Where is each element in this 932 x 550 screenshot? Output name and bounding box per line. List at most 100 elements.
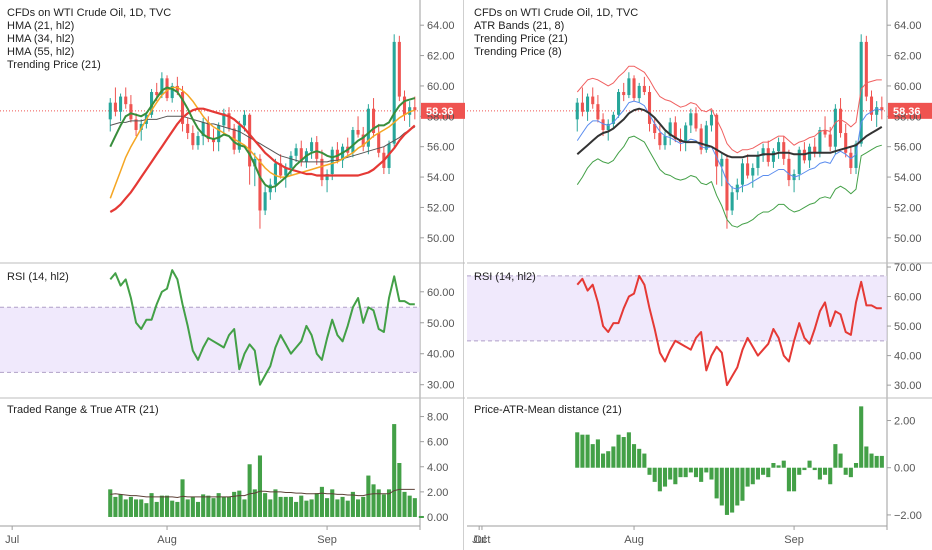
last-price-tag	[888, 102, 932, 119]
price-axis-label: 50.00	[894, 233, 922, 245]
distance-bar	[719, 467, 724, 506]
time-label-jul: Jul	[5, 534, 19, 546]
distance-bar	[657, 467, 662, 492]
traded-range-bar	[159, 495, 164, 517]
distance-bar	[626, 432, 631, 468]
candle-body	[196, 136, 200, 146]
distance-bar	[683, 467, 688, 478]
candle-body	[746, 163, 750, 176]
distance-bar	[828, 467, 833, 485]
candle-body	[580, 102, 584, 112]
traded-range-bar	[386, 489, 392, 517]
traded-range-bar	[134, 499, 139, 517]
candle-body	[839, 108, 843, 134]
candle-body	[351, 129, 355, 153]
range-axis-label: 8.00	[427, 412, 448, 424]
distance-bar	[792, 467, 797, 492]
distance-bar	[843, 467, 848, 475]
candle-body	[596, 104, 600, 120]
distance-bar	[606, 451, 611, 468]
candle-body	[591, 96, 595, 105]
distance-bar	[688, 467, 693, 473]
candle-body	[217, 125, 221, 143]
candle-body	[859, 41, 863, 144]
time-label-sep: Sep	[317, 534, 337, 546]
distance-bar	[786, 467, 791, 492]
candle-body	[828, 134, 832, 147]
distance-axis-label: 0.00	[894, 463, 915, 475]
left-indicator-hma55: HMA (55, hl2)	[7, 46, 74, 58]
text-layer: CFDs on WTI Crude Oil, 1D, TVC HMA (21, …	[5, 7, 922, 546]
distance-bar	[595, 439, 600, 468]
distance-bar	[735, 467, 740, 506]
range-axis-label: 0.00	[427, 512, 448, 524]
traded-range-bar	[335, 499, 340, 517]
candle-body	[279, 163, 283, 176]
left-indicator-trending-price: Trending Price (21)	[7, 59, 101, 71]
traded-range-bar	[195, 501, 201, 517]
rsi-axis-label: 60.00	[894, 292, 922, 304]
candle-body	[735, 184, 739, 193]
traded-range-bar	[381, 494, 386, 517]
candle-body	[611, 114, 615, 124]
rsi-axis-label: 70.00	[894, 262, 922, 274]
hma34-line	[109, 86, 416, 199]
candle-body	[201, 122, 205, 137]
candle-body	[658, 133, 662, 146]
candle-body	[575, 102, 579, 120]
candle-body	[366, 108, 370, 147]
distance-bar	[807, 460, 812, 468]
distance-bar	[611, 446, 616, 468]
candle-body	[637, 85, 641, 99]
traded-range-bar	[412, 498, 417, 517]
distance-bar	[797, 467, 802, 475]
traded-range-bar	[113, 496, 118, 517]
distance-bar	[848, 467, 853, 478]
candle-body	[844, 133, 848, 153]
time-label-aug: Aug	[624, 534, 644, 546]
traded-range-bar	[139, 499, 144, 517]
candle-body	[273, 163, 277, 185]
rsi-axis-label: 30.00	[427, 380, 455, 392]
traded-range-bar	[376, 489, 381, 517]
distance-bar	[755, 467, 760, 480]
left-chart-title: CFDs on WTI Crude Oil, 1D, TVC	[7, 7, 171, 19]
right-indicator-trending-price-8: Trending Price (8)	[474, 46, 562, 58]
distance-bar	[637, 448, 642, 468]
traded-range-bar	[164, 495, 170, 517]
traded-range-bar	[257, 455, 263, 517]
right-indicator-atr-bands: ATR Bands (21, 8)	[474, 20, 564, 32]
candle-body	[397, 41, 401, 97]
candle-body	[108, 102, 112, 120]
traded-range-bar	[252, 489, 257, 517]
candle-body	[849, 152, 853, 168]
traded-range-bar	[206, 495, 211, 517]
traded-range-bar	[149, 493, 154, 517]
candle-body	[170, 85, 174, 99]
rsi-axis-label: 50.00	[894, 321, 922, 333]
distance-bar	[745, 467, 750, 487]
traded-range-bar	[407, 495, 412, 517]
candle-body	[756, 155, 760, 168]
distance-bar	[647, 467, 652, 475]
candle-body	[777, 142, 781, 152]
distance-bar	[621, 437, 626, 468]
traded-range-bar	[397, 463, 402, 517]
distance-bar	[724, 467, 730, 515]
traded-range-bar	[402, 491, 407, 517]
candle-body	[113, 102, 117, 112]
price-axis-label: 58.00	[894, 111, 922, 123]
distance-bar	[693, 467, 699, 478]
rsi-axis-label: 40.00	[427, 349, 455, 361]
distance-bar	[864, 446, 869, 468]
candle-body	[191, 133, 195, 146]
range-axis-label: 4.00	[427, 462, 448, 474]
price-axis-label: 56.00	[427, 142, 455, 154]
traded-range-bar	[247, 464, 252, 517]
candle-body	[740, 163, 744, 185]
candle-body	[284, 167, 288, 176]
traded-range-bar	[263, 493, 268, 517]
candle-body	[372, 108, 376, 134]
